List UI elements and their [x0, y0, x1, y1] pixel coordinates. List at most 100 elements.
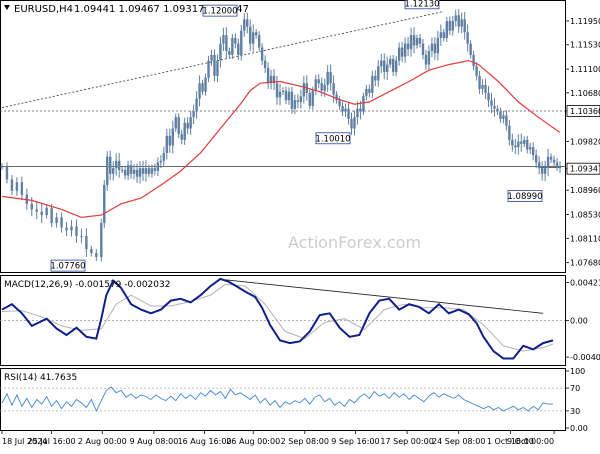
candle-body [153, 168, 157, 171]
macd-axis-tick-label: -0.004047 [570, 353, 600, 362]
candle-body [365, 88, 368, 97]
candle-body [183, 122, 186, 140]
candle-body [430, 43, 434, 51]
candle-body [454, 15, 457, 21]
price-axis-highlight-box [566, 162, 600, 175]
candle-body [159, 160, 163, 163]
candle-body [189, 117, 192, 129]
candle-body [537, 162, 541, 169]
candle-body [540, 168, 544, 174]
candle-body [344, 108, 347, 112]
candle-body [484, 84, 487, 93]
candle-body [415, 37, 419, 46]
candle-body [514, 145, 517, 148]
candle-body [552, 159, 556, 163]
rsi-axis-tick-label: 0.00 [570, 424, 588, 433]
price-annotation-label: 1.08990 [507, 192, 542, 202]
x-axis-tick-label: 25 Jul 16:00 [28, 437, 76, 446]
price-axis-tick-label: 1.08110 [570, 234, 600, 243]
candle-body [240, 30, 243, 55]
moving-average-line [1, 59, 561, 219]
candle-body [10, 179, 14, 191]
candle-body [353, 117, 356, 129]
x-axis-tick-label: 24 Sep 08:00 [432, 437, 485, 446]
rsi-axis-tick-label: 30 [570, 407, 580, 416]
x-axis-tick-label: 17 Sep 00:00 [380, 437, 433, 446]
candle-body [30, 203, 33, 210]
candle-body [281, 90, 285, 92]
candle-body [45, 207, 48, 216]
candle-body [219, 43, 222, 61]
price-axis-tick-label: 1.07680 [570, 259, 600, 268]
candle-body [505, 115, 508, 126]
candle-body [555, 162, 559, 167]
candle-body [249, 26, 252, 44]
candle-body [496, 108, 499, 112]
candle-body [272, 75, 276, 84]
candle-body [126, 165, 130, 176]
candle-body [287, 91, 291, 101]
candle-body [109, 156, 112, 174]
candle-body [213, 54, 216, 76]
candle-body [350, 118, 353, 129]
price-axis-tick-label: 1.10680 [570, 89, 600, 98]
price-annotation-label: 1.10010 [315, 134, 350, 144]
candle-body [257, 35, 261, 48]
candle-body [383, 60, 386, 72]
candle-body [558, 166, 562, 169]
candle-body [234, 37, 237, 44]
price-axis-tick-label: 1.10360 [570, 107, 600, 116]
candle-body [368, 88, 371, 93]
candle-body [433, 43, 437, 54]
candle-body [335, 94, 338, 101]
candle-body [314, 79, 317, 91]
candle-body [144, 168, 148, 174]
candle-body [418, 37, 422, 44]
price-axis-tick-label: 1.09820 [570, 138, 600, 147]
candle-body [141, 168, 145, 174]
candle-body [237, 43, 240, 55]
x-axis-tick-label: 16 Aug 16:00 [178, 437, 232, 446]
candle-body [380, 60, 383, 67]
price-axis-tick-label: 1.08960 [570, 186, 600, 195]
candle-body [311, 90, 314, 106]
candle-body [75, 226, 78, 237]
price-annotation-label: 1.12000 [202, 7, 237, 17]
candle-body [290, 91, 294, 109]
candle-body [50, 207, 53, 224]
candle-body [35, 209, 38, 212]
price-panel-frame [0, 0, 566, 273]
candle-body [469, 43, 472, 55]
candle-body [445, 20, 449, 38]
candle-body [523, 139, 526, 144]
x-axis-tick-label: 18 Jul 2024 [2, 437, 47, 446]
price-annotation-box [507, 190, 543, 202]
candle-body [326, 71, 329, 85]
candle-body [526, 139, 529, 150]
candle-body [80, 236, 83, 238]
candle-body [534, 155, 538, 163]
candle-body [195, 98, 198, 112]
price-trendline [1, 11, 444, 108]
rsi-panel-frame [0, 368, 566, 431]
candle-body [427, 50, 431, 65]
candle-body [493, 105, 496, 109]
candle-body [487, 92, 490, 101]
candle-body [20, 182, 24, 195]
candle-body [517, 141, 520, 148]
candle-body [135, 169, 139, 177]
candle-body [106, 156, 109, 186]
candle-body [299, 96, 303, 102]
candle-body [266, 67, 270, 84]
candle-body [332, 83, 335, 95]
candle-body [186, 122, 189, 129]
candle-body [95, 253, 98, 257]
candle-body [70, 226, 73, 231]
rsi-line [1, 386, 553, 412]
candle-body [60, 217, 63, 228]
candle-body [90, 249, 93, 254]
x-axis-tick-label: 26 Aug 00:00 [226, 437, 280, 446]
candle-body [481, 84, 484, 89]
candle-body [156, 162, 160, 171]
